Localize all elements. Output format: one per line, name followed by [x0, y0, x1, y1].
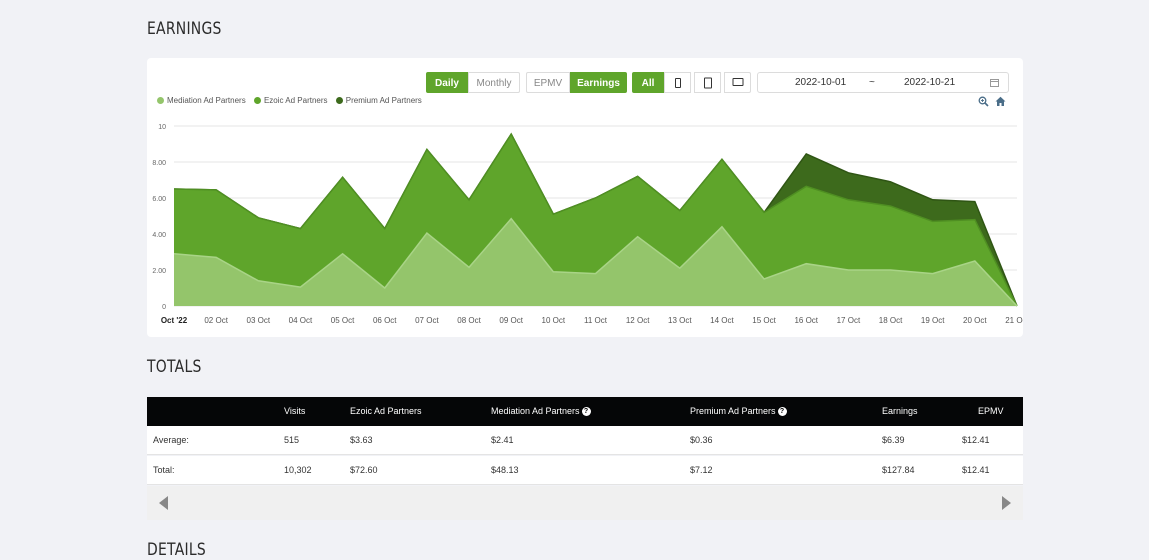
header-premium-label: Premium Ad Partners — [690, 406, 776, 416]
x-tick-label: 10 Oct — [542, 316, 566, 325]
series-line — [173, 217, 1018, 307]
daily-button[interactable]: Daily — [426, 72, 468, 93]
legend-item-ezoic[interactable]: Ezoic Ad Partners — [253, 96, 328, 105]
cell-epmv: $12.41 — [962, 465, 990, 475]
header-mediation: Mediation Ad Partners? — [491, 406, 591, 417]
earnings-button[interactable]: Earnings — [570, 72, 627, 93]
calendar-icon — [990, 79, 999, 87]
area-premium-ad-partners — [174, 134, 1017, 306]
y-tick-label: 10 — [158, 124, 166, 131]
cell-mediation: $2.41 — [491, 435, 514, 445]
horizontal-scrollbar[interactable] — [147, 486, 1023, 520]
details-title: DETAILS — [147, 540, 206, 560]
earnings-area-chart: 0 2.00 4.00 6.00 8.00 10 Oct '22 02 Oct 03 Oct 04… — [152, 124, 1023, 325]
date-end: 2022-10-21 — [904, 77, 956, 88]
y-tick-label: 0 — [162, 304, 166, 311]
y-tick-label: 4.00 — [152, 232, 166, 239]
x-tick-label: 06 Oct — [373, 316, 397, 325]
y-tick-label: 8.00 — [152, 160, 166, 167]
mobile-icon — [674, 77, 681, 88]
legend-label: Mediation Ad Partners — [167, 96, 246, 105]
scroll-right-icon[interactable] — [1002, 496, 1011, 510]
x-tick-label: 17 Oct — [837, 316, 861, 325]
date-start: 2022-10-01 — [795, 77, 847, 88]
y-tick-label: 6.00 — [152, 196, 166, 203]
header-premium: Premium Ad Partners? — [690, 406, 787, 417]
table-row-total: Total: 10,302 $72.60 $48.13 $7.12 $127.8… — [147, 456, 1023, 485]
cell-epmv: $12.41 — [962, 435, 990, 445]
desktop-icon — [732, 77, 743, 86]
x-tick-label: Oct '22 — [161, 316, 188, 325]
home-icon[interactable] — [995, 96, 1006, 107]
x-tick-label: 07 Oct — [415, 316, 439, 325]
row-label: Total: — [153, 465, 175, 475]
x-tick-label: 03 Oct — [247, 316, 271, 325]
x-tick-label: 08 Oct — [457, 316, 481, 325]
x-tick-label: 14 Oct — [710, 316, 734, 325]
header-epmv: EPMV — [978, 406, 1004, 416]
date-range-picker[interactable]: 2022-10-01 ~ 2022-10-21 — [757, 72, 1009, 93]
header-visits: Visits — [284, 406, 306, 416]
area-mediation-ad-partners — [174, 218, 1017, 306]
cell-earnings: $6.39 — [882, 435, 905, 445]
totals-table-header: Visits Ezoic Ad Partners Mediation Ad Pa… — [147, 397, 1023, 426]
x-tick-label: 04 Oct — [289, 316, 313, 325]
x-tick-label: 11 Oct — [584, 316, 608, 325]
x-tick-label: 15 Oct — [752, 316, 776, 325]
header-mediation-label: Mediation Ad Partners — [491, 406, 580, 416]
legend-dot — [157, 97, 164, 104]
earnings-chart-card: Daily Monthly EPMV Earnings All 2022-10-… — [147, 58, 1023, 337]
x-tick-label: 18 Oct — [879, 316, 903, 325]
monthly-button[interactable]: Monthly — [468, 72, 520, 93]
table-row-average: Average: 515 $3.63 $2.41 $0.36 $6.39 $12… — [147, 426, 1023, 455]
x-tick-label: 19 Oct — [921, 316, 945, 325]
x-tick-label: 09 Oct — [499, 316, 523, 325]
legend-label: Premium Ad Partners — [345, 96, 422, 105]
cell-visits: 515 — [284, 435, 300, 445]
row-label: Average: — [153, 435, 189, 445]
help-icon[interactable]: ? — [777, 407, 787, 417]
all-devices-button[interactable]: All — [632, 72, 664, 93]
legend-dot — [335, 97, 343, 104]
x-tick-label: 02 Oct — [204, 316, 228, 325]
legend-label: Ezoic Ad Partners — [263, 96, 328, 105]
x-tick-label: 16 Oct — [794, 316, 818, 325]
legend-item-mediation[interactable]: Mediation Ad Partners — [157, 96, 246, 105]
cell-premium: $7.12 — [690, 465, 713, 475]
cell-visits: 10,302 — [284, 465, 312, 475]
cell-earnings: $127.84 — [882, 465, 915, 475]
cell-mediation: $48.13 — [491, 465, 519, 475]
zoom-icon[interactable] — [978, 96, 989, 107]
x-tick-label: 21 Oct — [1005, 316, 1023, 325]
scroll-left-icon[interactable] — [159, 496, 168, 510]
cell-premium: $0.36 — [690, 435, 713, 445]
tablet-icon — [703, 77, 712, 88]
x-tick-label: 20 Oct — [963, 316, 987, 325]
help-icon[interactable]: ? — [581, 407, 591, 417]
header-earnings: Earnings — [882, 406, 918, 416]
series-line — [173, 132, 1018, 307]
header-ezoic: Ezoic Ad Partners — [350, 406, 422, 416]
date-separator: ~ — [869, 77, 875, 88]
epmv-button[interactable]: EPMV — [526, 72, 570, 93]
cell-ezoic: $3.63 — [350, 435, 373, 445]
x-tick-label: 13 Oct — [668, 316, 692, 325]
chart-legend: Mediation Ad Partners Ezoic Ad Partners … — [157, 96, 428, 106]
legend-dot — [253, 97, 261, 104]
cell-ezoic: $72.60 — [350, 465, 378, 475]
tablet-button[interactable] — [694, 72, 721, 93]
mobile-button[interactable] — [664, 72, 691, 93]
totals-title: TOTALS — [147, 357, 202, 377]
legend-item-premium[interactable]: Premium Ad Partners — [335, 96, 422, 105]
y-tick-label: 2.00 — [152, 268, 166, 275]
earnings-title: EARNINGS — [147, 19, 222, 39]
x-tick-label: 12 Oct — [626, 316, 650, 325]
x-tick-label: 05 Oct — [331, 316, 355, 325]
desktop-button[interactable] — [724, 72, 751, 93]
